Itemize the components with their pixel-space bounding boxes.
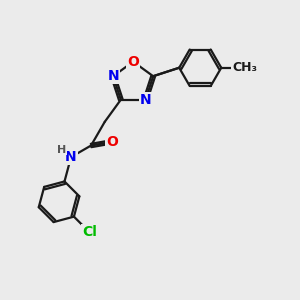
Text: CH₃: CH₃ xyxy=(232,61,257,74)
Text: N: N xyxy=(65,150,77,164)
Text: O: O xyxy=(106,135,118,149)
Text: H: H xyxy=(57,145,66,154)
Text: Cl: Cl xyxy=(82,225,97,239)
Text: N: N xyxy=(107,69,119,83)
Text: O: O xyxy=(127,55,139,69)
Text: N: N xyxy=(140,93,151,107)
